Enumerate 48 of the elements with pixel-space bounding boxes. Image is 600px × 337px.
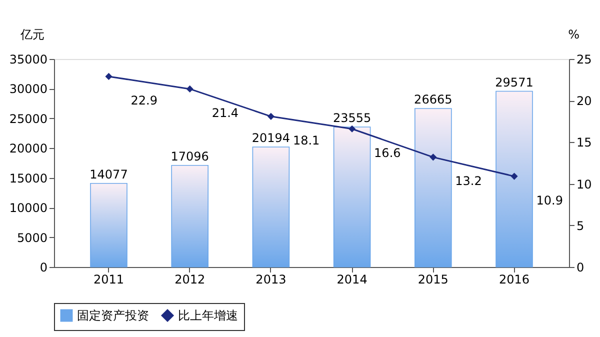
- y2-tick-label: 10: [576, 177, 592, 192]
- y-tick-label: 20000: [9, 142, 48, 156]
- bar: [171, 165, 208, 268]
- x-tick-label: 2013: [256, 272, 286, 286]
- x-tick-label: 2011: [93, 272, 124, 286]
- y-tick-label: 30000: [9, 82, 48, 96]
- point: [267, 112, 274, 120]
- data-label: 29571: [495, 75, 534, 90]
- y2-axis-title: %: [568, 28, 580, 42]
- bar: [90, 182, 128, 268]
- data-label: 18.1: [292, 133, 320, 148]
- bar: [252, 146, 290, 268]
- data-label: 10.9: [536, 193, 563, 208]
- y-tick-label: 5000: [16, 230, 48, 245]
- y2-tick-label: 5: [576, 218, 584, 233]
- bar: [333, 126, 371, 268]
- data-label: 21.4: [212, 106, 239, 120]
- x-tick-label: 2012: [174, 272, 206, 286]
- data-label: 16.6: [374, 146, 401, 160]
- x-tick-label: 2014: [336, 272, 368, 286]
- y2-tick-label: 0: [576, 260, 584, 274]
- data-label: 26665: [414, 92, 452, 107]
- y-tick-label: 0: [40, 260, 48, 274]
- point: [430, 154, 437, 161]
- x-tick-label: 2016: [498, 272, 530, 286]
- y2-tick-label: 25: [576, 52, 592, 66]
- y-tick-label: 25000: [9, 112, 48, 126]
- legend-label: 比上年增速: [178, 308, 238, 323]
- y-axis-title: 亿元: [20, 28, 44, 42]
- y-tick-label: 35000: [9, 52, 48, 66]
- x-tick-label: 2015: [418, 272, 448, 286]
- data-label: 20194: [252, 130, 290, 145]
- point: [510, 172, 518, 180]
- data-label: 13.2: [455, 174, 482, 188]
- bar: [414, 108, 452, 268]
- legend-label: 固定资产投资: [77, 308, 149, 323]
- data-label: 17096: [170, 149, 209, 164]
- data-label: 14077: [90, 167, 128, 182]
- y-tick-label: 10000: [9, 201, 48, 216]
- point: [105, 72, 112, 80]
- data-label: 22.9: [130, 93, 158, 108]
- y2-tick-label: 20: [576, 94, 592, 108]
- y2-tick-label: 15: [576, 136, 592, 150]
- data-label: 23555: [332, 111, 372, 126]
- y-tick-label: 15000: [9, 171, 48, 186]
- point: [186, 85, 194, 92]
- point: [348, 125, 356, 132]
- bar: [496, 90, 533, 268]
